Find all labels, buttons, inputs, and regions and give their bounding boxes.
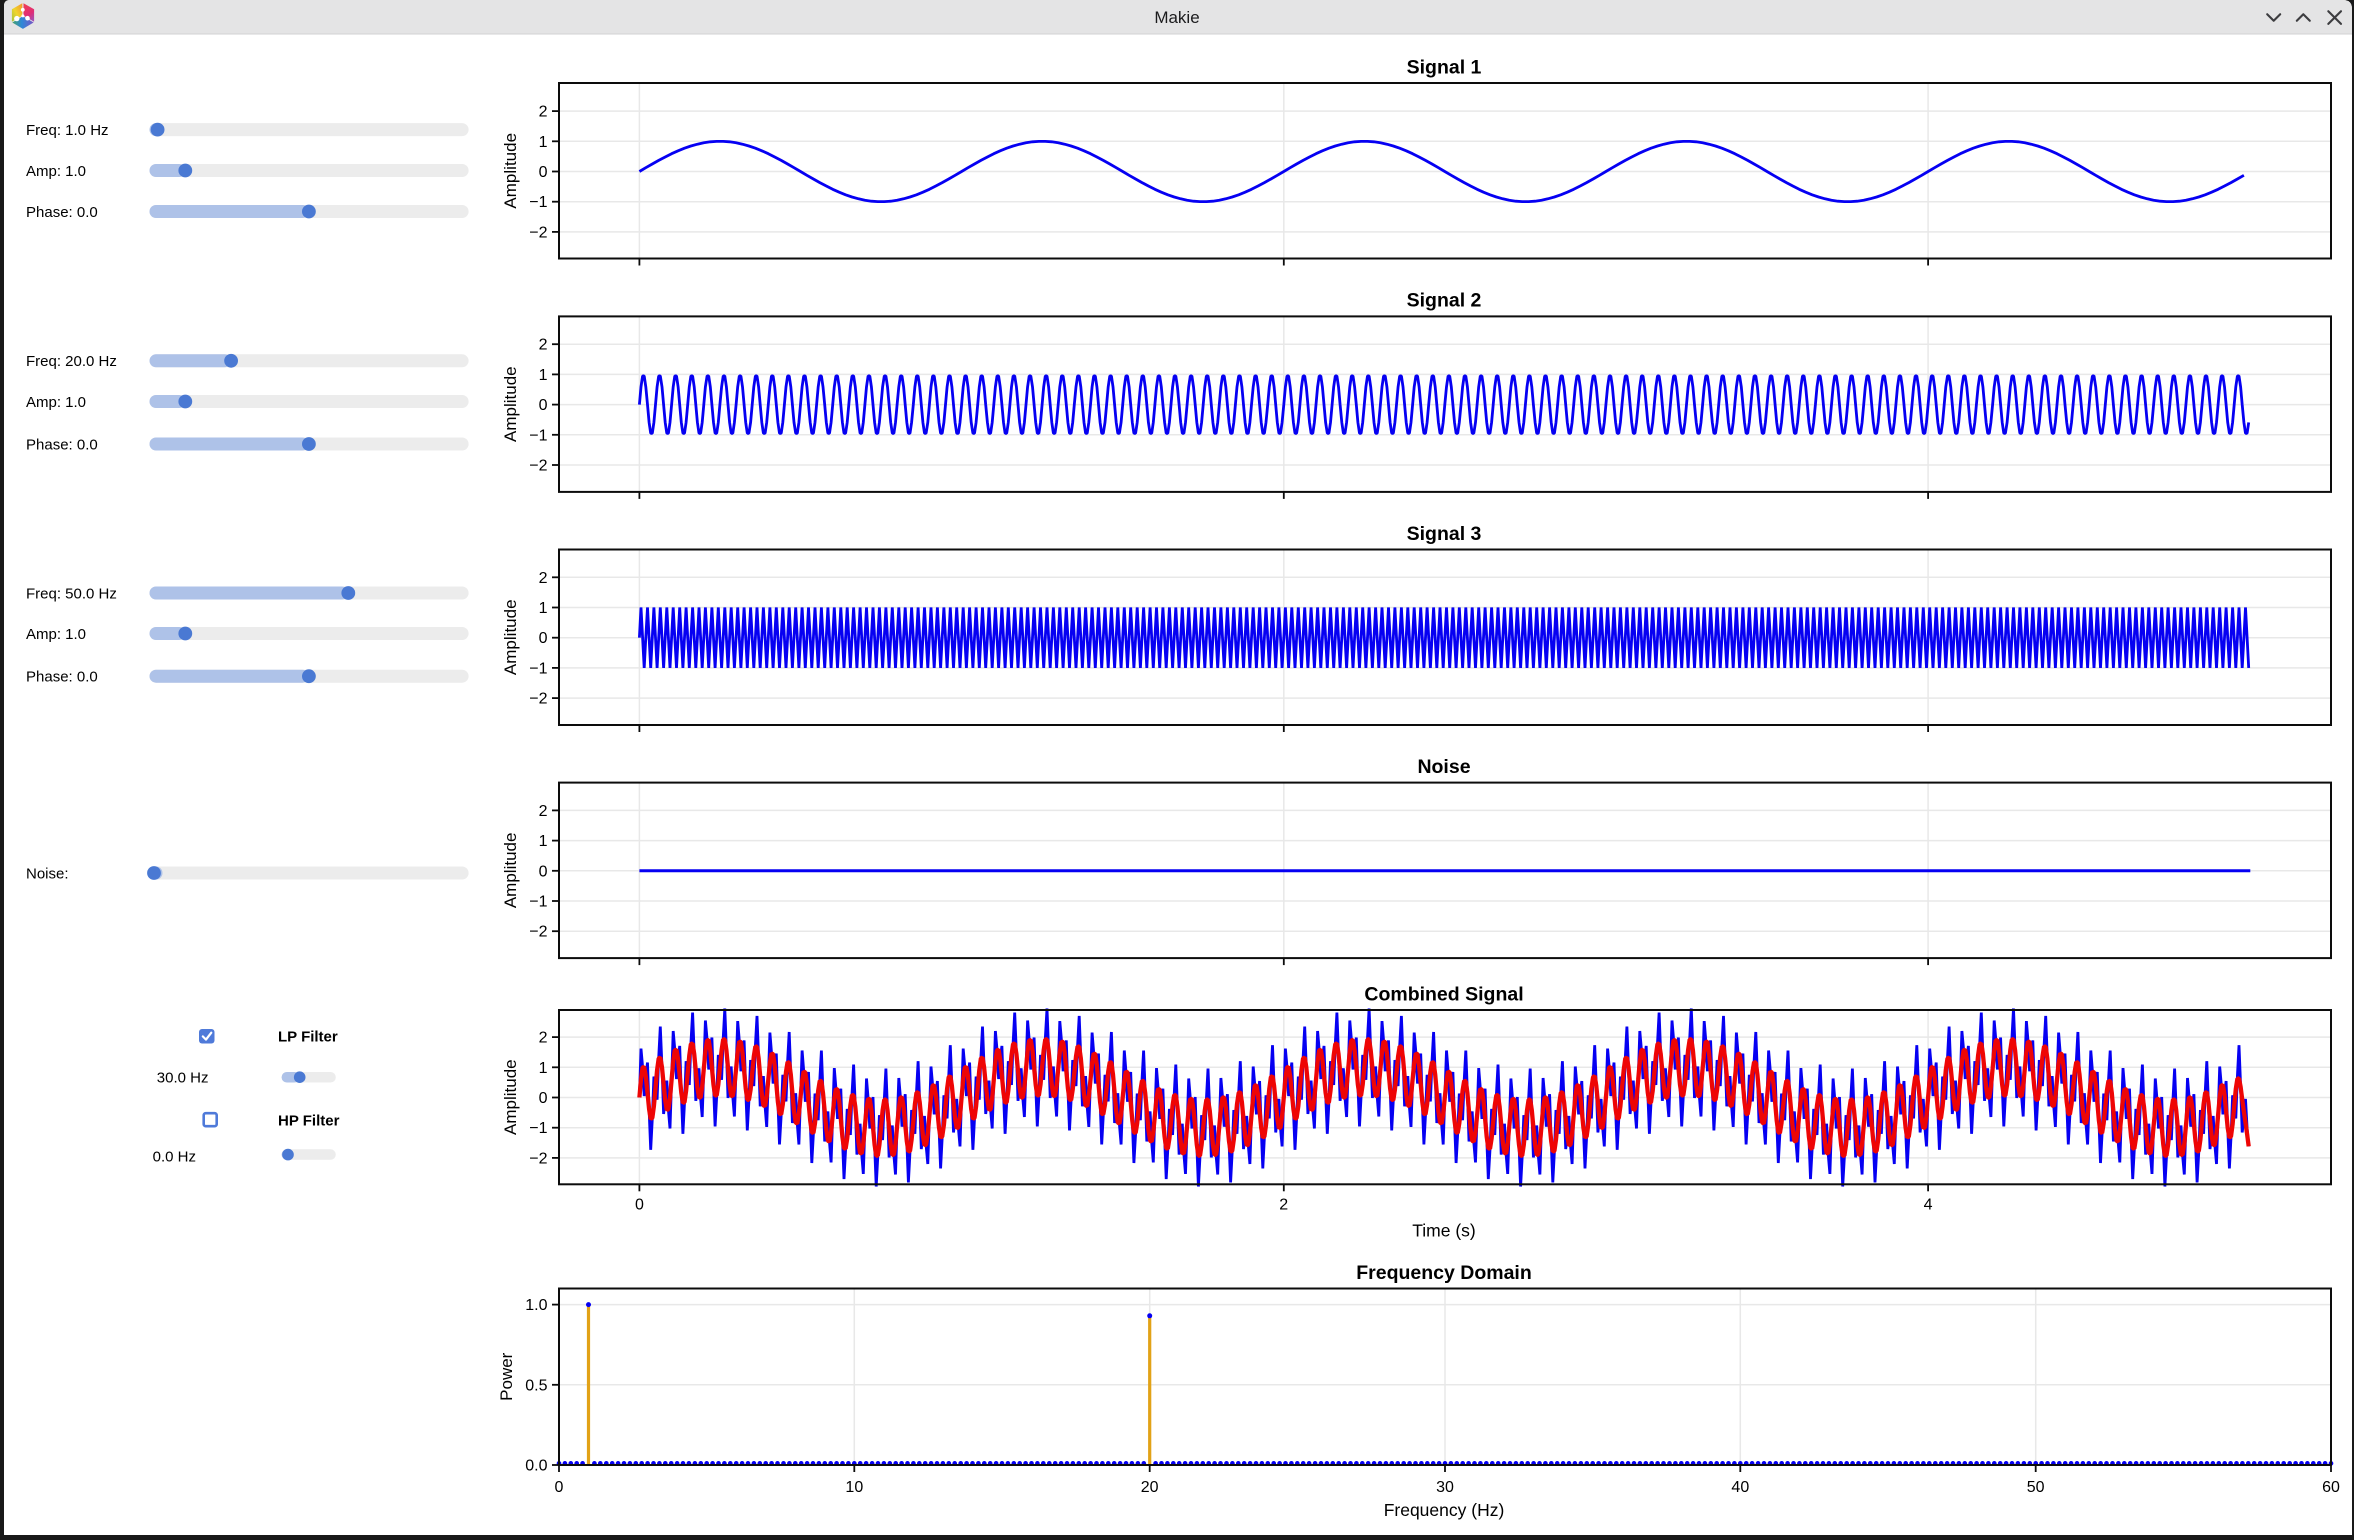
svg-text:Amplitude: Amplitude	[501, 833, 520, 909]
svg-text:Noise:: Noise:	[26, 865, 69, 882]
svg-text:Freq: 1.0 Hz: Freq: 1.0 Hz	[26, 122, 109, 139]
svg-text:Combined Signal: Combined Signal	[1364, 983, 1523, 1005]
svg-text:Freq: 50.0 Hz: Freq: 50.0 Hz	[26, 585, 117, 602]
svg-text:1: 1	[539, 134, 548, 151]
svg-text:−2: −2	[529, 1150, 547, 1167]
svg-text:2: 2	[539, 570, 548, 587]
svg-text:−2: −2	[529, 924, 547, 941]
svg-text:Noise: Noise	[1417, 756, 1470, 778]
svg-text:LP Filter: LP Filter	[278, 1029, 338, 1046]
svg-text:1: 1	[539, 833, 548, 850]
svg-text:−1: −1	[529, 660, 547, 677]
svg-text:1.0: 1.0	[525, 1297, 547, 1314]
svg-text:HP Filter: HP Filter	[278, 1113, 340, 1130]
svg-text:Frequency (Hz): Frequency (Hz)	[1384, 1500, 1505, 1520]
svg-text:−2: −2	[529, 224, 547, 241]
svg-text:0: 0	[539, 863, 548, 880]
svg-text:0.5: 0.5	[525, 1377, 547, 1394]
svg-text:10: 10	[845, 1479, 863, 1496]
svg-text:Amp: 1.0: Amp: 1.0	[26, 163, 86, 180]
svg-text:0.0: 0.0	[525, 1458, 547, 1475]
svg-text:−2: −2	[529, 458, 547, 475]
svg-text:Amplitude: Amplitude	[501, 366, 520, 442]
svg-text:0: 0	[539, 164, 548, 181]
svg-text:60: 60	[2322, 1479, 2340, 1496]
svg-text:Time (s): Time (s)	[1412, 1220, 1476, 1240]
svg-text:0: 0	[539, 397, 548, 414]
svg-text:20: 20	[1141, 1479, 1159, 1496]
svg-text:Phase: 0.0: Phase: 0.0	[26, 204, 98, 221]
svg-text:Amp: 1.0: Amp: 1.0	[26, 394, 86, 411]
svg-text:1: 1	[539, 600, 548, 617]
svg-text:40: 40	[1731, 1479, 1749, 1496]
svg-text:Amp: 1.0: Amp: 1.0	[26, 626, 86, 643]
svg-text:Signal 1: Signal 1	[1407, 56, 1482, 78]
svg-text:−1: −1	[529, 894, 547, 911]
svg-text:0: 0	[539, 630, 548, 647]
svg-text:1: 1	[539, 367, 548, 384]
svg-text:0: 0	[555, 1479, 564, 1496]
svg-text:2: 2	[539, 104, 548, 121]
svg-text:2: 2	[539, 337, 548, 354]
svg-text:0: 0	[635, 1196, 644, 1213]
svg-text:30.0 Hz: 30.0 Hz	[157, 1069, 209, 1086]
svg-text:Frequency Domain: Frequency Domain	[1356, 1262, 1532, 1284]
svg-text:−1: −1	[529, 194, 547, 211]
svg-text:Amplitude: Amplitude	[501, 133, 520, 209]
svg-text:Amplitude: Amplitude	[501, 599, 520, 675]
svg-text:30: 30	[1436, 1479, 1454, 1496]
svg-text:4: 4	[1924, 1196, 1933, 1213]
svg-text:Phase: 0.0: Phase: 0.0	[26, 436, 98, 453]
svg-text:Freq: 20.0 Hz: Freq: 20.0 Hz	[26, 353, 117, 370]
svg-text:Makie: Makie	[1154, 8, 1199, 27]
svg-text:Power: Power	[497, 1352, 516, 1401]
svg-text:Signal 3: Signal 3	[1407, 523, 1482, 545]
svg-text:50: 50	[2027, 1479, 2045, 1496]
svg-text:2: 2	[539, 1030, 548, 1047]
svg-text:−1: −1	[529, 427, 547, 444]
svg-text:1: 1	[539, 1060, 548, 1077]
svg-text:−2: −2	[529, 691, 547, 708]
svg-text:Phase: 0.0: Phase: 0.0	[26, 669, 98, 686]
svg-text:0: 0	[539, 1090, 548, 1107]
svg-text:Amplitude: Amplitude	[501, 1059, 520, 1135]
svg-text:Signal 2: Signal 2	[1407, 290, 1482, 312]
svg-text:2: 2	[539, 803, 548, 820]
svg-text:−1: −1	[529, 1120, 547, 1137]
svg-text:0.0 Hz: 0.0 Hz	[153, 1149, 196, 1166]
svg-text:2: 2	[1279, 1196, 1288, 1213]
